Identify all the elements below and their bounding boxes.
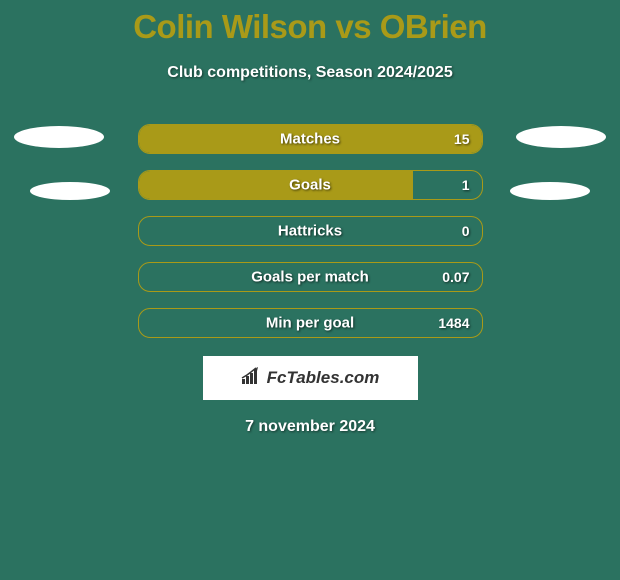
stats-container: Matches 15 Goals 1 Hattricks 0 Goals per…: [138, 124, 483, 338]
fctables-logo: FcTables.com: [203, 356, 418, 400]
subtitle: Club competitions, Season 2024/2025: [0, 64, 620, 82]
page-title: Colin Wilson vs OBrien: [0, 0, 620, 46]
stat-row-min-per-goal: Min per goal 1484: [138, 308, 483, 338]
stat-label: Min per goal: [266, 315, 354, 332]
stat-label: Goals: [289, 177, 331, 194]
stat-row-matches: Matches 15: [138, 124, 483, 154]
logo-text: FcTables.com: [241, 367, 380, 390]
stat-label: Goals per match: [251, 269, 369, 286]
chart-icon: [241, 367, 263, 390]
stat-value: 15: [454, 131, 470, 147]
decorative-ellipse: [516, 126, 606, 148]
bar-fill: [139, 171, 413, 199]
decorative-ellipse: [510, 182, 590, 200]
stat-label: Hattricks: [278, 223, 342, 240]
stat-value: 0: [462, 223, 470, 239]
logo-label: FcTables.com: [267, 368, 380, 388]
date-text: 7 november 2024: [0, 418, 620, 436]
decorative-ellipse: [14, 126, 104, 148]
stat-label: Matches: [280, 131, 340, 148]
stat-value: 0.07: [442, 269, 469, 285]
stat-value: 1: [462, 177, 470, 193]
stat-row-goals-per-match: Goals per match 0.07: [138, 262, 483, 292]
stat-row-goals: Goals 1: [138, 170, 483, 200]
decorative-ellipse: [30, 182, 110, 200]
stat-value: 1484: [438, 315, 469, 331]
stat-row-hattricks: Hattricks 0: [138, 216, 483, 246]
